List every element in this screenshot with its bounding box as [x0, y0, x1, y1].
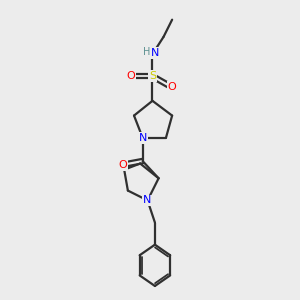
- Text: O: O: [126, 71, 135, 81]
- Text: O: O: [118, 160, 127, 170]
- Text: H: H: [143, 46, 151, 57]
- Text: O: O: [168, 82, 176, 92]
- Text: N: N: [151, 48, 160, 58]
- Text: N: N: [143, 195, 152, 206]
- Text: S: S: [149, 71, 156, 81]
- Text: N: N: [138, 133, 147, 143]
